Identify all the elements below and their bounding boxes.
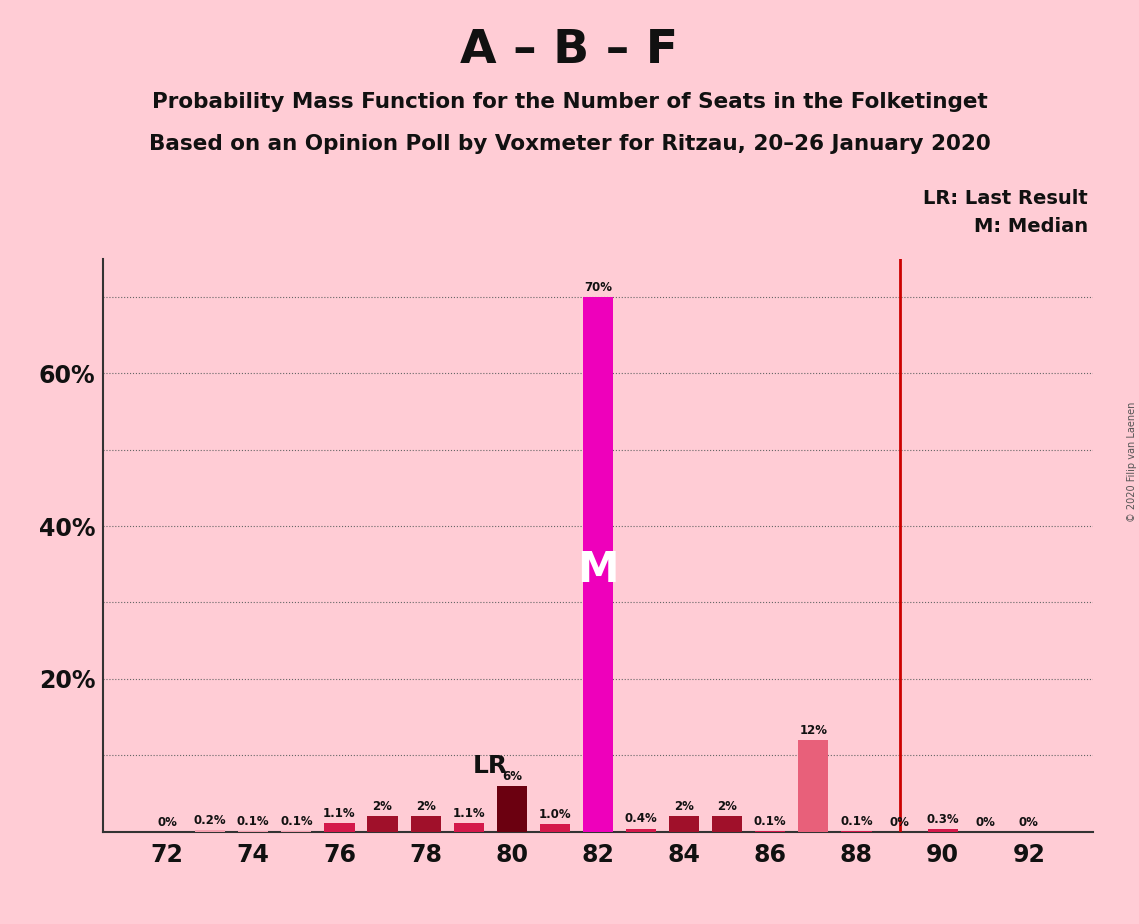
- Bar: [325, 823, 354, 832]
- Text: 0%: 0%: [157, 816, 177, 829]
- Bar: [368, 816, 398, 832]
- Text: 0.2%: 0.2%: [194, 814, 227, 827]
- Text: M: M: [577, 549, 618, 590]
- Text: Probability Mass Function for the Number of Seats in the Folketinget: Probability Mass Function for the Number…: [151, 92, 988, 113]
- Text: 1.1%: 1.1%: [452, 808, 485, 821]
- Text: LR: LR: [473, 754, 508, 778]
- Text: A – B – F: A – B – F: [460, 28, 679, 73]
- Bar: [410, 816, 441, 832]
- Text: 12%: 12%: [800, 723, 827, 736]
- Text: 0%: 0%: [890, 816, 910, 829]
- Text: 0%: 0%: [1019, 816, 1039, 829]
- Text: 0.1%: 0.1%: [841, 815, 872, 828]
- Text: 2%: 2%: [416, 800, 435, 813]
- Text: 0.1%: 0.1%: [754, 815, 787, 828]
- Bar: [540, 824, 570, 832]
- Bar: [669, 816, 699, 832]
- Text: © 2020 Filip van Laenen: © 2020 Filip van Laenen: [1126, 402, 1137, 522]
- Text: Based on an Opinion Poll by Voxmeter for Ritzau, 20–26 January 2020: Based on an Opinion Poll by Voxmeter for…: [148, 134, 991, 154]
- Bar: [927, 830, 958, 832]
- Text: 0.1%: 0.1%: [237, 815, 270, 828]
- Text: 6%: 6%: [502, 770, 522, 783]
- Text: 0.4%: 0.4%: [624, 812, 657, 825]
- Bar: [497, 785, 527, 832]
- Text: 2%: 2%: [674, 800, 694, 813]
- Text: 1.0%: 1.0%: [539, 808, 571, 821]
- Text: 0.1%: 0.1%: [280, 815, 313, 828]
- Bar: [626, 829, 656, 832]
- Text: 0.3%: 0.3%: [926, 813, 959, 826]
- Bar: [453, 823, 484, 832]
- Text: 2%: 2%: [718, 800, 737, 813]
- Text: 70%: 70%: [584, 281, 612, 294]
- Text: 2%: 2%: [372, 800, 393, 813]
- Text: 0%: 0%: [976, 816, 995, 829]
- Bar: [712, 816, 743, 832]
- Text: LR: Last Result: LR: Last Result: [923, 189, 1088, 209]
- Text: M: Median: M: Median: [974, 217, 1088, 237]
- Bar: [798, 740, 828, 832]
- Text: 1.1%: 1.1%: [323, 808, 355, 821]
- Bar: [195, 830, 226, 832]
- Bar: [583, 297, 613, 832]
